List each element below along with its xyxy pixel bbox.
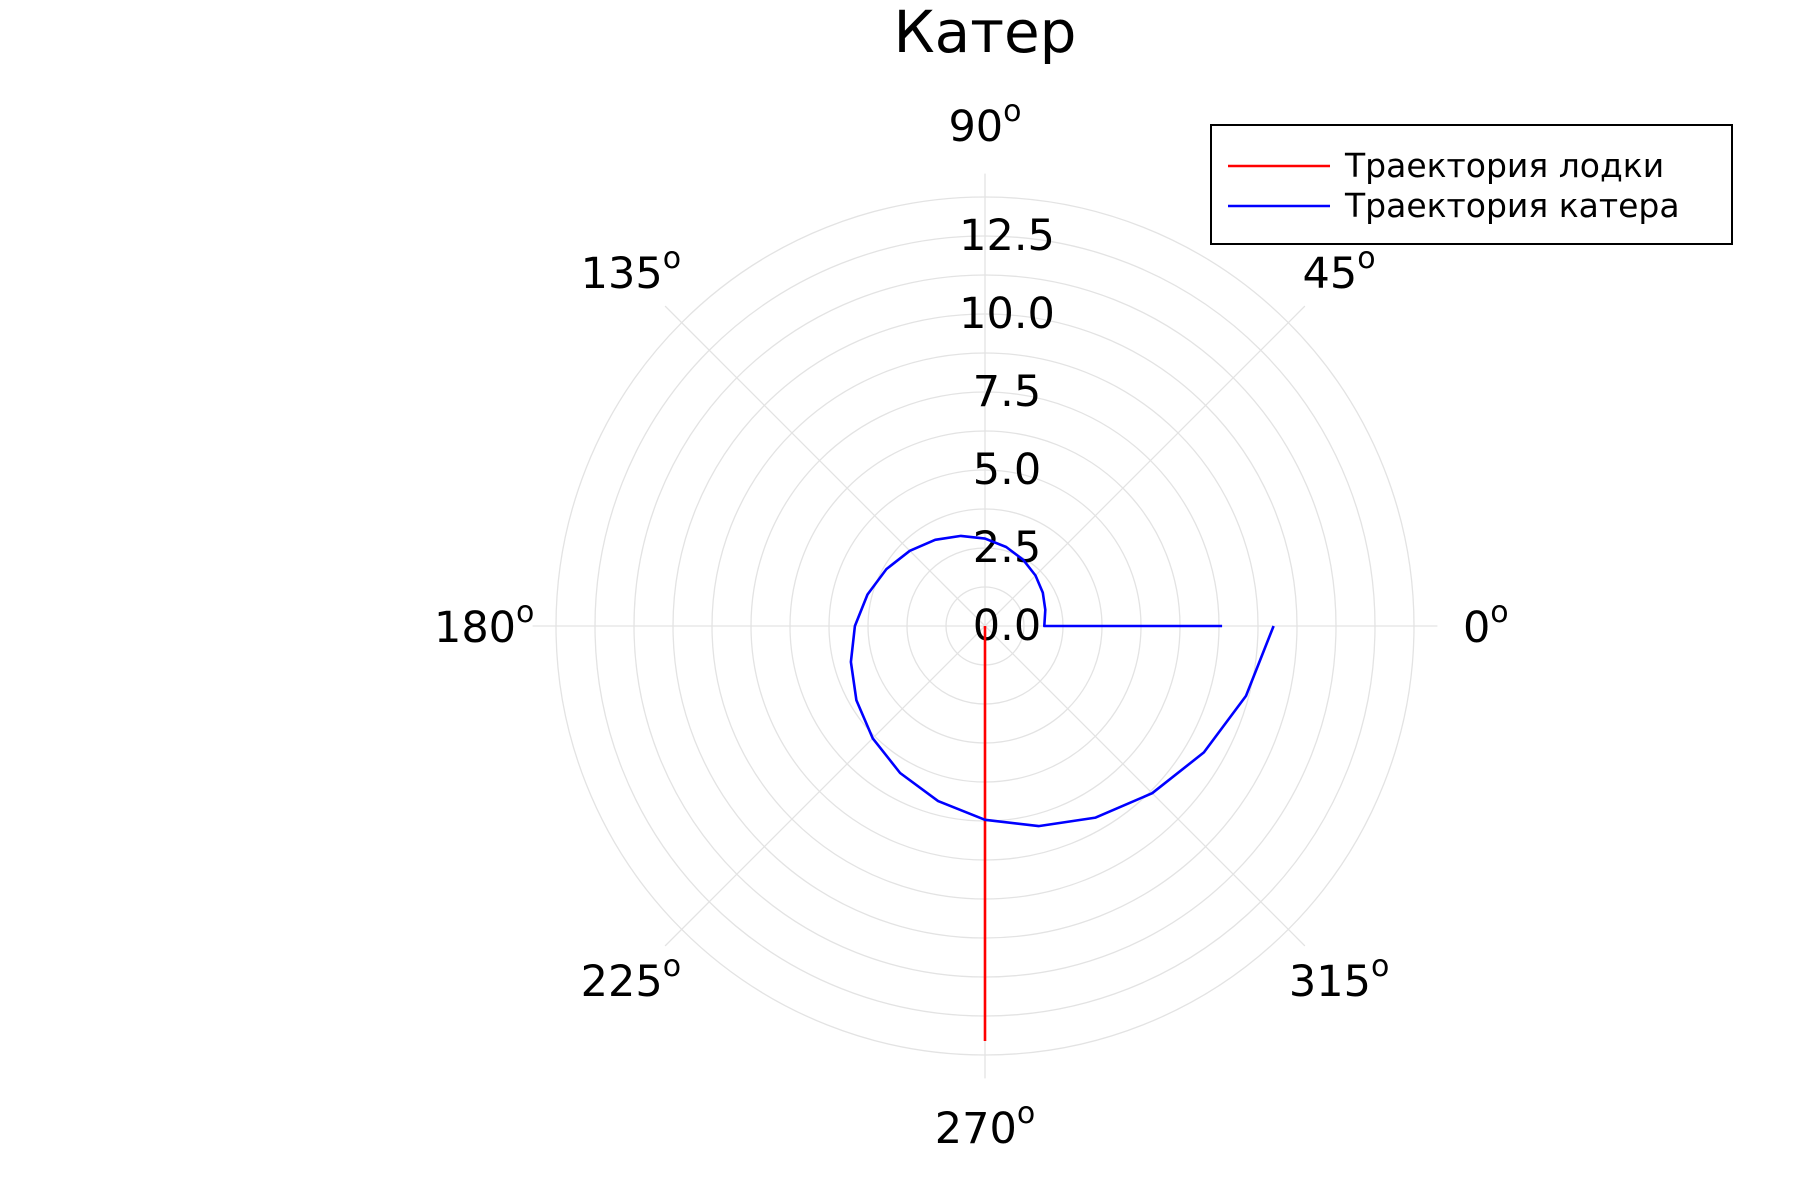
radial-tick-label: 12.5 [959, 211, 1055, 261]
grid-spoke [664, 305, 986, 627]
radial-tick-labels: 0.02.55.07.510.012.5 [959, 211, 1055, 651]
chart-title: Катер [893, 0, 1076, 66]
series-lines [849, 534, 1275, 1041]
radial-tick-label: 7.5 [973, 367, 1041, 417]
grid-spoke [984, 305, 1306, 627]
angle-tick-label: 0o [1463, 595, 1509, 653]
radial-tick-label: 10.0 [959, 289, 1055, 339]
angle-tick-label: 45o [1303, 241, 1376, 299]
legend-label: Траектория лодки [1344, 146, 1664, 185]
grid-spoke [664, 625, 986, 947]
angle-tick-label: 180o [434, 595, 534, 653]
legend-box [1210, 124, 1733, 245]
series-line-2 [849, 534, 1275, 828]
angle-tick-label: 225o [581, 949, 681, 1007]
angle-tick-label: 135o [581, 241, 681, 299]
radial-tick-label: 0.0 [973, 601, 1041, 651]
angle-tick-label: 270o [935, 1096, 1035, 1154]
angle-tick-label: 315o [1289, 949, 1389, 1007]
legend-label: Траектория катера [1344, 186, 1680, 225]
angle-tick-labels: 0o 45o 90o 135o 180o 225o 270o 315o [434, 94, 1509, 1154]
angle-tick-label: 90o [948, 94, 1021, 152]
grid-spoke [984, 625, 1306, 947]
radial-tick-label: 5.0 [973, 445, 1041, 495]
